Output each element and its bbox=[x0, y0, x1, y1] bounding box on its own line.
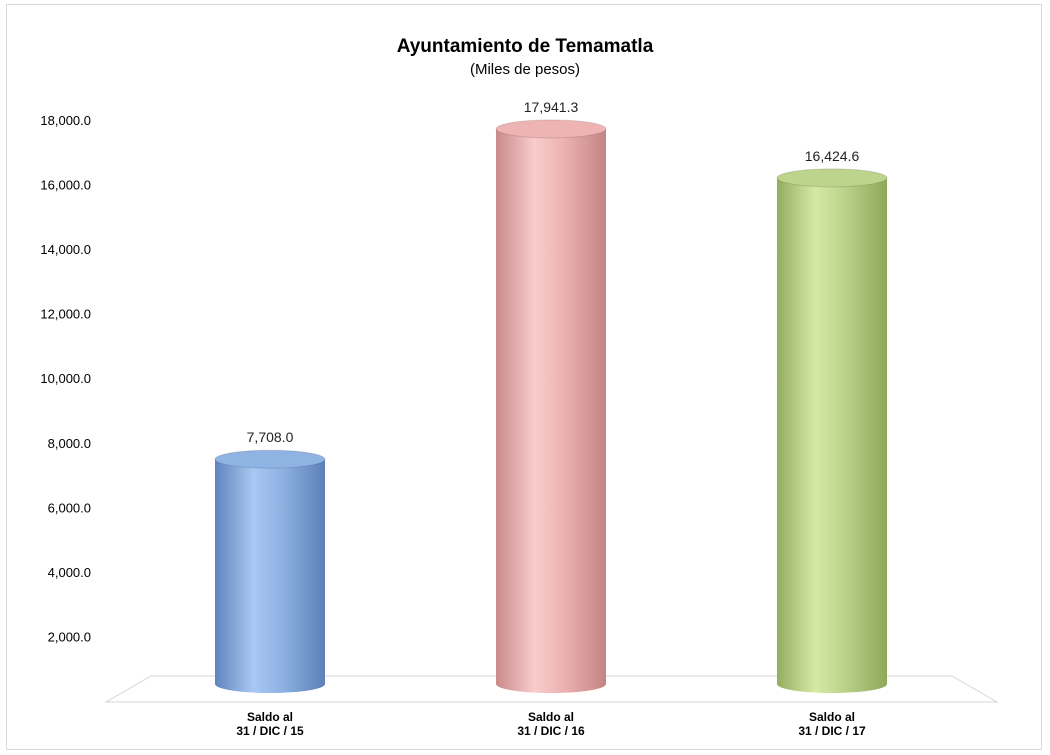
y-tick-label: 2,000.0 bbox=[48, 629, 91, 644]
x-tick-label: Saldo al bbox=[528, 710, 574, 724]
bar-body bbox=[496, 128, 606, 693]
x-tick-label: 31 / DIC / 16 bbox=[517, 724, 585, 738]
bar bbox=[495, 119, 607, 693]
bar-top bbox=[776, 168, 888, 188]
y-tick-label: 12,000.0 bbox=[40, 307, 91, 322]
chart-title: Ayuntamiento de Temamatla bbox=[396, 36, 654, 57]
bar-top bbox=[495, 119, 607, 139]
bar-top bbox=[214, 449, 326, 469]
x-tick-label: 31 / DIC / 15 bbox=[236, 724, 304, 738]
chart-subtitle: (Miles de pesos) bbox=[469, 61, 581, 78]
data-label: 16,424.6 bbox=[805, 148, 860, 164]
y-tick-label: 18,000.0 bbox=[40, 113, 91, 128]
x-tick-label: Saldo al bbox=[809, 710, 855, 724]
x-tick-label: 31 / DIC / 17 bbox=[798, 724, 866, 738]
y-tick-label: 10,000.0 bbox=[40, 371, 91, 386]
bar-body bbox=[215, 459, 325, 693]
bar bbox=[776, 168, 888, 693]
y-tick-label: 8,000.0 bbox=[48, 436, 91, 451]
bar bbox=[214, 449, 326, 693]
x-tick-label: Saldo al bbox=[247, 710, 293, 724]
y-tick-label: 16,000.0 bbox=[40, 178, 91, 193]
data-label: 17,941.3 bbox=[524, 99, 579, 115]
data-label: 7,708.0 bbox=[247, 429, 294, 445]
y-tick-label: 6,000.0 bbox=[48, 500, 91, 515]
bar-body bbox=[777, 177, 887, 693]
y-tick-label: 4,000.0 bbox=[48, 565, 91, 580]
y-tick-label: 14,000.0 bbox=[40, 242, 91, 257]
